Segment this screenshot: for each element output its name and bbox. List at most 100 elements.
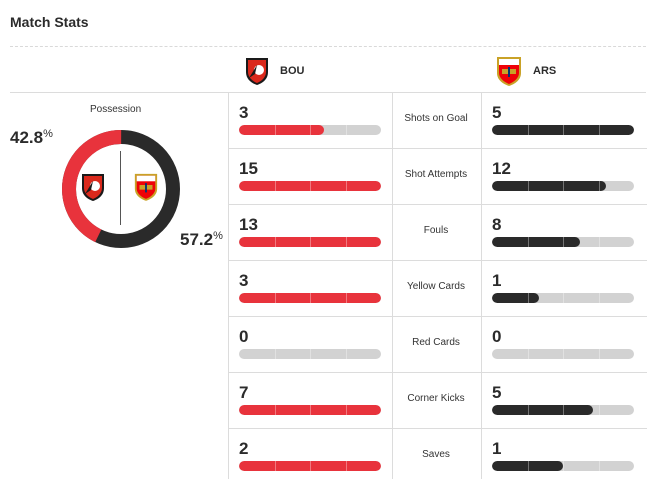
home-stat-bar-fill	[239, 125, 324, 135]
possession-donut-chart	[60, 128, 182, 250]
away-stat-bar-fill	[492, 405, 593, 415]
home-stat-bar	[239, 349, 381, 359]
stat-label: Shot Attempts	[404, 169, 468, 180]
bar-tick	[599, 461, 600, 471]
home-stat-bar-fill	[239, 237, 381, 247]
away-stat-bar-fill	[492, 181, 606, 191]
arsenal-crest-icon	[495, 55, 523, 87]
bar-tick	[346, 237, 347, 247]
bar-tick	[599, 237, 600, 247]
bar-tick	[599, 293, 600, 303]
stat-label: Corner Kicks	[407, 393, 465, 404]
bar-tick	[310, 125, 311, 135]
away-stat-bar	[492, 237, 634, 247]
column-divider	[228, 93, 229, 479]
away-stat-value: 0	[492, 327, 502, 346]
bar-tick	[528, 405, 529, 415]
stat-row: 3 Yellow Cards 1	[229, 261, 647, 317]
bar-tick	[346, 461, 347, 471]
stat-row: 13 Fouls 8	[229, 205, 647, 261]
bar-tick	[563, 405, 564, 415]
bar-tick	[528, 293, 529, 303]
home-stat-bar	[239, 293, 381, 303]
bar-tick	[346, 349, 347, 359]
donut-home-arc	[62, 130, 180, 248]
bar-tick	[528, 349, 529, 359]
home-stat-value: 0	[239, 327, 249, 346]
away-stat-value: 8	[492, 215, 502, 234]
bar-tick	[599, 181, 600, 191]
stat-label: Red Cards	[412, 337, 460, 348]
bar-tick	[275, 293, 276, 303]
home-stat-bar-fill	[239, 181, 381, 191]
bar-tick	[346, 405, 347, 415]
bar-tick	[563, 237, 564, 247]
bar-tick	[310, 237, 311, 247]
home-stat-value: 15	[239, 159, 258, 178]
home-stat-bar-fill	[239, 461, 381, 471]
home-stat-bar-fill	[239, 405, 381, 415]
home-stat-value: 13	[239, 215, 258, 234]
home-stat-value: 3	[239, 271, 249, 290]
possession-label: Possession	[90, 104, 142, 115]
bar-tick	[310, 405, 311, 415]
away-stat-bar-fill	[492, 125, 634, 135]
away-stat-value: 1	[492, 439, 502, 458]
bar-tick	[528, 461, 529, 471]
home-team-abbr: BOU	[280, 65, 305, 77]
bar-tick	[346, 293, 347, 303]
stat-label: Shots on Goal	[404, 113, 468, 124]
home-stat-bar	[239, 405, 381, 415]
bar-tick	[563, 349, 564, 359]
away-stat-value: 12	[492, 159, 511, 178]
stat-label: Yellow Cards	[407, 281, 465, 292]
away-team-abbr: ARS	[533, 65, 557, 77]
stat-row: 2 Saves 1	[229, 429, 647, 479]
home-stat-bar-fill	[239, 293, 381, 303]
home-stat-value: 7	[239, 383, 249, 402]
bar-tick	[563, 461, 564, 471]
bar-tick	[528, 181, 529, 191]
bar-tick	[599, 405, 600, 415]
home-team-header: BOU	[244, 56, 304, 86]
bournemouth-crest-icon	[244, 56, 270, 86]
away-stat-bar-fill	[492, 237, 580, 247]
away-stat-bar	[492, 181, 634, 191]
away-team-header: ARS	[495, 56, 556, 86]
header-divider	[10, 92, 646, 93]
away-stat-value: 1	[492, 271, 502, 290]
bar-tick	[346, 125, 347, 135]
column-divider	[481, 93, 482, 479]
home-stat-bar	[239, 181, 381, 191]
away-stat-value: 5	[492, 383, 502, 402]
bar-tick	[599, 349, 600, 359]
away-stat-bar-fill	[492, 293, 539, 303]
bar-tick	[599, 125, 600, 135]
away-stat-bar	[492, 125, 634, 135]
home-stat-bar	[239, 237, 381, 247]
bournemouth-crest-icon	[80, 172, 106, 202]
away-possession-value: 57.2%	[180, 230, 223, 249]
donut-center-divider	[120, 151, 121, 225]
bar-tick	[275, 461, 276, 471]
bar-tick	[275, 349, 276, 359]
bar-tick	[310, 181, 311, 191]
arsenal-crest-icon	[133, 172, 159, 202]
away-stat-bar	[492, 405, 634, 415]
title-divider	[10, 46, 646, 47]
away-stat-bar	[492, 461, 634, 471]
stat-label: Saves	[422, 449, 450, 460]
bar-tick	[563, 181, 564, 191]
bar-tick	[528, 125, 529, 135]
stat-label: Fouls	[423, 225, 449, 236]
away-stat-bar	[492, 349, 634, 359]
stat-row: 7 Corner Kicks 5	[229, 373, 647, 429]
home-stat-value: 2	[239, 439, 249, 458]
bar-tick	[275, 237, 276, 247]
page-title: Match Stats	[10, 14, 89, 30]
stat-row: 3 Shots on Goal 5	[229, 93, 647, 149]
bar-tick	[528, 237, 529, 247]
home-stat-bar	[239, 461, 381, 471]
bar-tick	[310, 293, 311, 303]
home-stat-value: 3	[239, 103, 249, 122]
